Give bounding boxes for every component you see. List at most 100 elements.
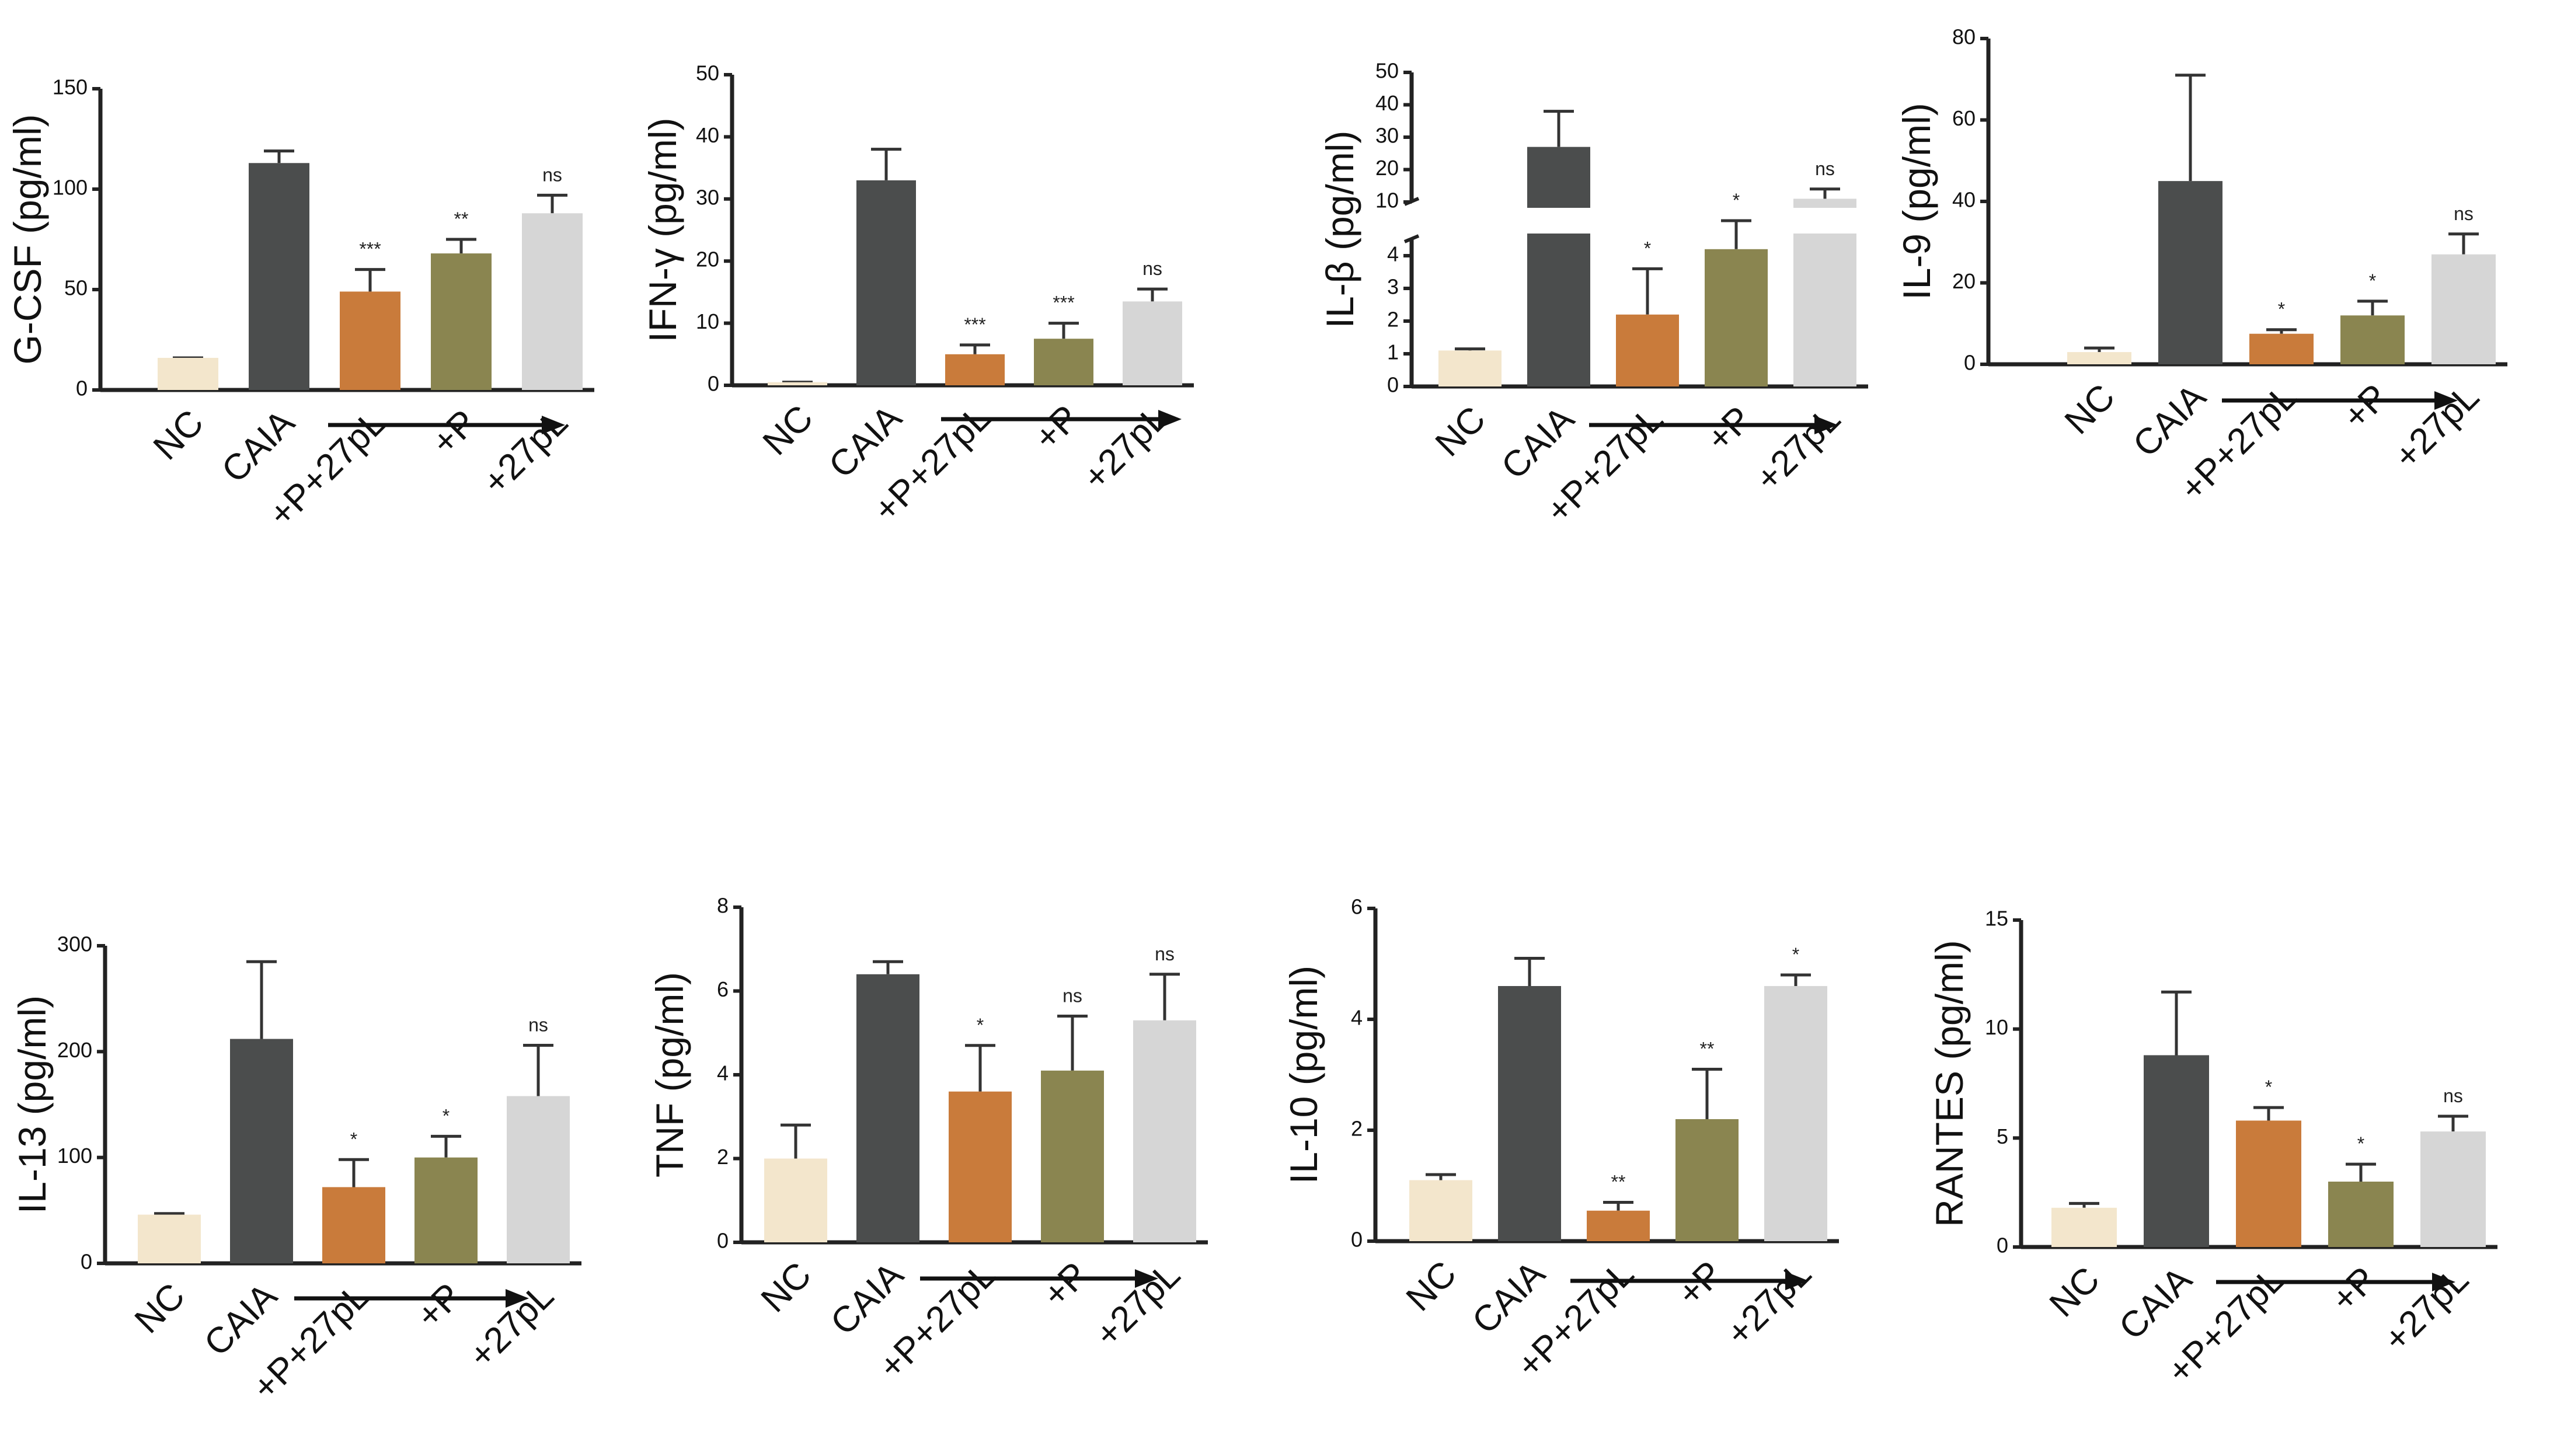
bar-NC [138, 1214, 201, 1263]
significance-label: ns [528, 1014, 548, 1035]
significance-label: * [1792, 944, 1799, 965]
y-tick-label: 1 [1387, 340, 1399, 364]
bar-+P+27pL [945, 354, 1005, 385]
significance-label: ns [2454, 203, 2474, 224]
category-label: +27pL [475, 402, 576, 503]
significance-label: ns [1815, 158, 1835, 179]
y-tick-label: 150 [53, 75, 88, 99]
y-tick-label: 10 [1375, 189, 1399, 213]
bar-+P+27pL [2249, 333, 2314, 364]
bar-CAIA [856, 180, 916, 385]
y-tick-label: 80 [1952, 25, 1976, 49]
bar-+P [1034, 339, 1093, 385]
bar-+27pL [1764, 986, 1827, 1241]
bar-+P [1675, 1119, 1739, 1241]
category-label: CAIA [197, 1276, 285, 1364]
category-label: +P [1026, 398, 1087, 458]
treatment-arrowhead [542, 416, 565, 434]
bar-+27pL [507, 1096, 570, 1263]
bar-+P [414, 1157, 478, 1263]
axis-break-mark [1403, 234, 1420, 243]
y-tick-label: 50 [64, 276, 88, 300]
significance-label: ns [1062, 985, 1082, 1006]
y-tick-label: 0 [81, 1250, 92, 1274]
category-label: NC [754, 1255, 819, 1320]
bar-+27pL [1133, 1020, 1196, 1242]
y-tick-label: 0 [1351, 1228, 1363, 1252]
y-axis-title: IL-β (pg/ml) [1318, 131, 1361, 329]
y-tick-label: 4 [1387, 242, 1399, 266]
significance-label: ns [1155, 943, 1175, 964]
significance-label: ns [542, 164, 562, 185]
significance-label: * [350, 1128, 357, 1150]
y-tick-label: 40 [696, 123, 719, 147]
significance-label: * [2278, 299, 2285, 320]
y-tick-label: 0 [1997, 1234, 2008, 1258]
y-tick-label: 30 [696, 185, 719, 209]
category-label: +27pL [2387, 377, 2487, 477]
category-label: +P [2335, 377, 2396, 437]
category-label: NC [2042, 1259, 2107, 1325]
y-tick-label: 100 [53, 176, 88, 200]
bar-+27pL [2420, 1131, 2486, 1247]
y-tick-label: 100 [57, 1144, 92, 1168]
significance-label: * [2357, 1133, 2364, 1154]
y-tick-label: 200 [57, 1038, 92, 1062]
bar-+P [1041, 1070, 1104, 1242]
category-label: +P [409, 1276, 469, 1336]
treatment-arrowhead [1814, 416, 1838, 434]
y-axis-title: IL-10 (pg/ml) [1282, 966, 1325, 1184]
category-label: CAIA [823, 1255, 912, 1343]
bar-CAIA [856, 974, 919, 1242]
y-tick-label: 40 [1375, 91, 1399, 115]
category-label: NC [2057, 377, 2123, 442]
significance-label: ns [1142, 258, 1162, 279]
category-label: +27pL [2376, 1259, 2476, 1360]
category-label: +P [1699, 399, 1760, 459]
treatment-arrowhead [1785, 1272, 1809, 1290]
bar-NC [764, 1158, 827, 1242]
bar-+27pL [2431, 254, 2496, 364]
y-tick-label: 0 [1964, 351, 1976, 375]
category-label: +27pL [1088, 1255, 1188, 1355]
significance-label: ** [1611, 1172, 1626, 1193]
significance-label: * [2265, 1077, 2272, 1098]
bar-+P [2328, 1182, 2394, 1247]
bar-NC [158, 357, 218, 390]
category-label: +27pL [1748, 399, 1848, 499]
bar-+P [2340, 315, 2405, 364]
y-tick-label: 50 [696, 61, 719, 85]
bar-break-gap [1792, 208, 1858, 234]
significance-label: *** [964, 314, 985, 335]
y-tick-label: 10 [1985, 1015, 2008, 1039]
y-tick-label: 40 [1952, 188, 1976, 212]
treatment-arrowhead [1135, 1269, 1158, 1288]
y-tick-label: 2 [1351, 1117, 1363, 1141]
bar-CAIA [1527, 147, 1590, 386]
y-tick-label: 2 [717, 1145, 729, 1169]
bar-CAIA [249, 163, 309, 390]
y-tick-label: 4 [717, 1061, 729, 1085]
y-axis-title: IFN-γ (pg/ml) [641, 118, 684, 343]
y-tick-label: 0 [708, 372, 719, 396]
y-axis-title: IL-9 (pg/ml) [1895, 103, 1938, 299]
bar-CAIA [230, 1039, 293, 1263]
category-label: NC [146, 402, 211, 468]
significance-label: *** [1053, 292, 1074, 314]
significance-label: * [1644, 238, 1651, 259]
category-label: NC [755, 398, 821, 463]
bar-NC [2067, 352, 2131, 364]
y-tick-label: 3 [1387, 275, 1399, 299]
y-tick-label: 4 [1351, 1006, 1363, 1030]
y-tick-label: 20 [1952, 269, 1976, 293]
y-tick-label: 0 [76, 377, 88, 400]
bar-CAIA [2158, 181, 2222, 364]
y-axis-title: RANTES (pg/ml) [1928, 940, 1971, 1227]
bar-+P+27pL [340, 291, 400, 390]
significance-label: * [977, 1015, 984, 1036]
category-label: +P [424, 402, 485, 463]
